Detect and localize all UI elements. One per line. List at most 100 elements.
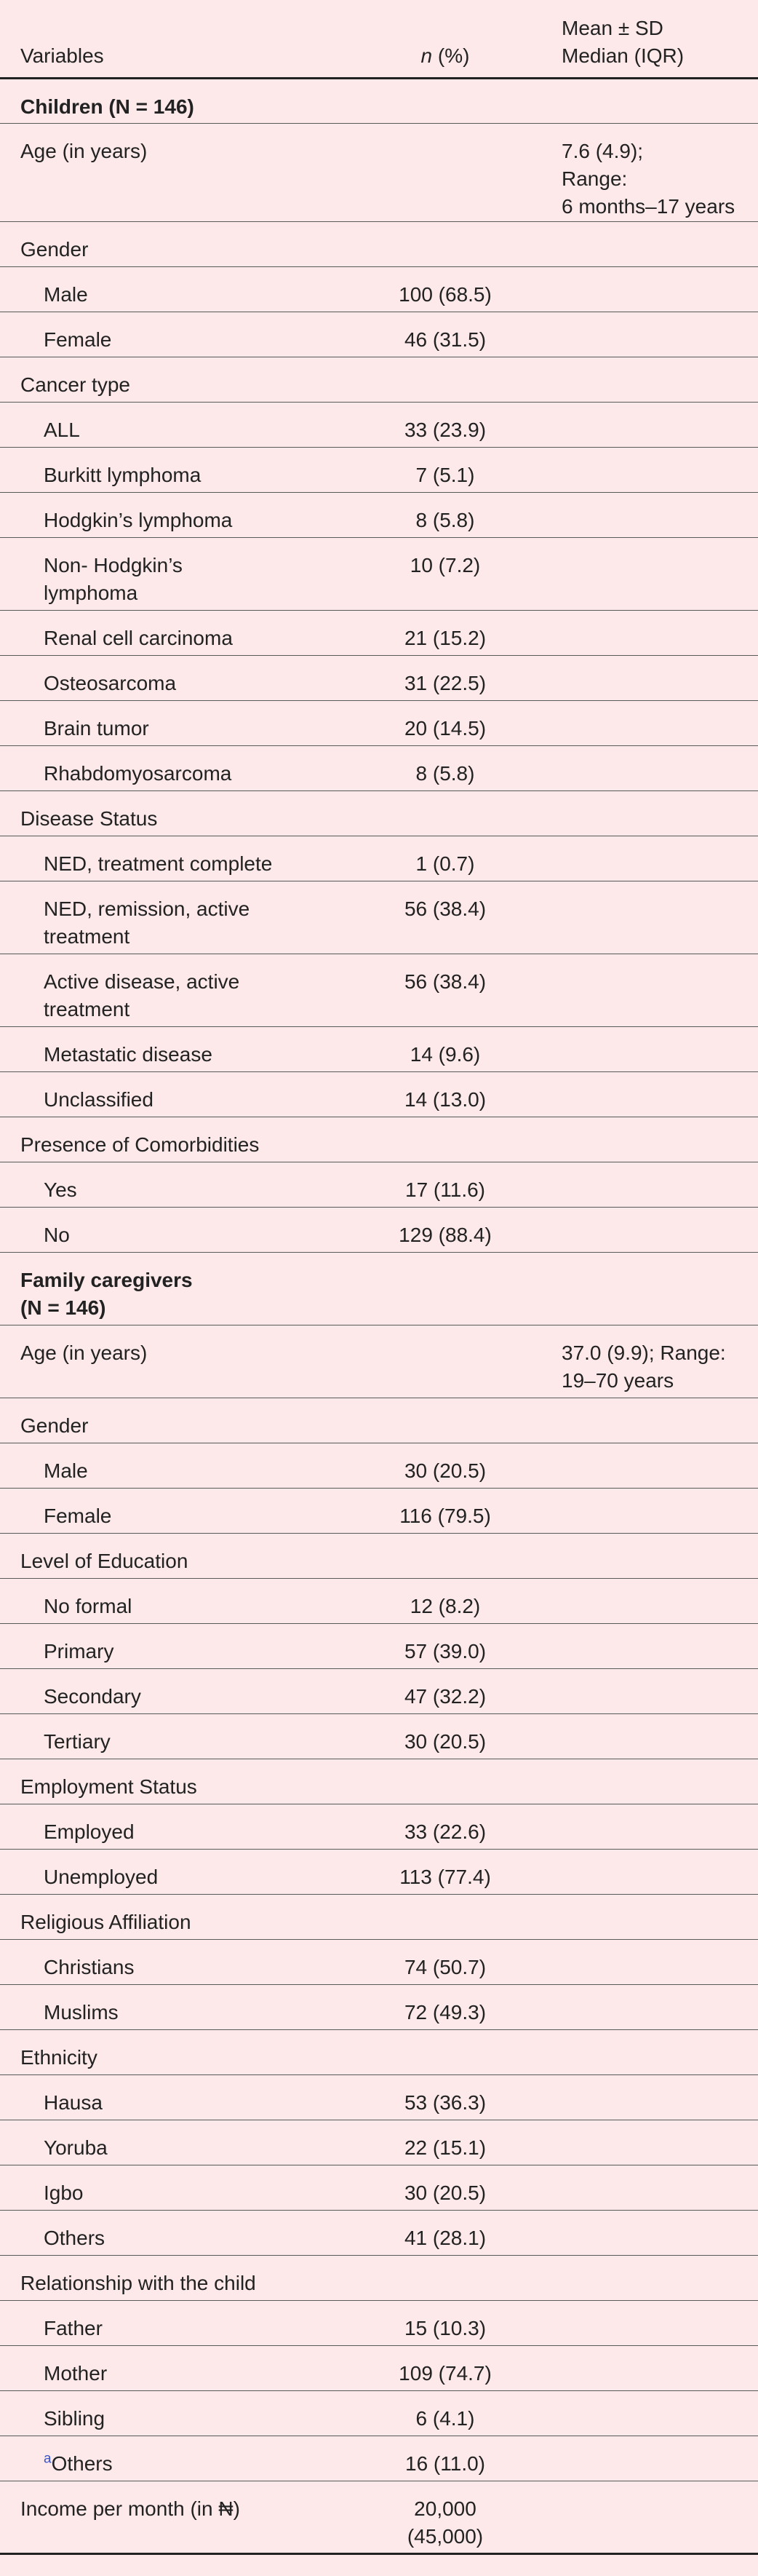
n-percent-cell: 8 (5.8): [356, 745, 534, 791]
variable-label: Christians: [44, 1955, 135, 1978]
header-median-iqr: Median (IQR): [562, 44, 685, 67]
mean-median-cell: [534, 610, 758, 656]
variable-cell: Brain tumor: [0, 700, 356, 746]
mean-value-line: Range:: [562, 167, 628, 190]
n-percent-cell: 1 (0.7): [356, 836, 534, 881]
mean-median-cell: [534, 2300, 758, 2346]
n-percent-cell: [356, 221, 534, 267]
subcategory-row: Mother 109 (74.7): [0, 2345, 758, 2391]
mean-median-cell: [534, 402, 758, 448]
variable-label: Gender: [20, 237, 89, 261]
variable-cell: Cancer type: [0, 357, 356, 403]
variable-label: Female: [44, 1504, 112, 1527]
n-percent-cell: 12 (8.2): [356, 1578, 534, 1624]
n-percent-cell: 72 (49.3): [356, 1984, 534, 2030]
variable-cell: Father: [0, 2300, 356, 2346]
n-percent-cell: 10 (7.2): [356, 537, 534, 611]
mean-value-line: 6 months–17 years: [562, 194, 735, 218]
mean-median-cell: [534, 655, 758, 701]
variable-cell: Secondary: [0, 1668, 356, 1714]
n-percent-cell: 22 (15.1): [356, 2120, 534, 2165]
n-value-line: 20,000: [414, 2497, 476, 2520]
variable-label: Sibling: [44, 2406, 105, 2430]
subcategory-row: Igbo 30 (20.5): [0, 2165, 758, 2211]
variable-label: Renal cell carcinoma: [44, 626, 233, 649]
subcategory-row: Brain tumor 20 (14.5): [0, 700, 758, 746]
n-percent-cell: [356, 2029, 534, 2075]
n-percent-cell: 46 (31.5): [356, 312, 534, 357]
n-percent-cell: 20 (14.5): [356, 700, 534, 746]
variable-label: Religious Affiliation: [20, 1910, 191, 1933]
mean-median-cell: [534, 700, 758, 746]
subcategory-row: Female 116 (79.5): [0, 1488, 758, 1534]
mean-median-cell: [534, 2120, 758, 2165]
subcategory-row: Muslims 72 (49.3): [0, 1984, 758, 2030]
mean-median-cell: [534, 1398, 758, 1443]
n-percent-cell: [356, 78, 534, 124]
mean-median-cell: [534, 790, 758, 836]
n-value-line: (45,000): [407, 2524, 484, 2548]
subcategory-row: Father 15 (10.3): [0, 2300, 758, 2346]
mean-median-cell: [534, 2345, 758, 2391]
variable-label-line: (N = 146): [20, 1296, 106, 1319]
footnote-marker: a: [44, 2451, 52, 2467]
n-percent-cell: 31 (22.5): [356, 655, 534, 701]
variable-row: Age (in years) 37.0 (9.9); Range: 19–70 ye…: [0, 1325, 758, 1398]
mean-median-cell: [534, 78, 758, 124]
variable-cell: Tertiary: [0, 1713, 356, 1759]
variable-label: Age (in years): [20, 139, 148, 162]
mean-median-cell: [534, 1804, 758, 1850]
mean-median-cell: [534, 2210, 758, 2256]
variable-cell: Christians: [0, 1939, 356, 1985]
variable-label: ALL: [44, 418, 80, 441]
mean-median-cell: [534, 1894, 758, 1940]
variable-label: Metastatic disease: [44, 1042, 212, 1066]
n-percent-cell: 8 (5.8): [356, 492, 534, 538]
variable-cell: Female: [0, 1488, 356, 1534]
subcategory-row: Osteosarcoma 31 (22.5): [0, 655, 758, 701]
variable-label-line: treatment: [44, 924, 130, 948]
variable-cell: Yoruba: [0, 2120, 356, 2165]
n-percent-cell: 6 (4.1): [356, 2390, 534, 2436]
variable-label: Cancer type: [20, 373, 130, 396]
variable-cell: Non- Hodgkin’s lymphoma: [0, 537, 356, 611]
n-percent-cell: 20,000 (45,000): [356, 2481, 534, 2555]
variable-cell: NED, treatment complete: [0, 836, 356, 881]
variable-cell: Muslims: [0, 1984, 356, 2030]
variable-cell: Hodgkin’s lymphoma: [0, 492, 356, 538]
n-percent-cell: 56 (38.4): [356, 881, 534, 954]
variable-cell: Gender: [0, 1398, 356, 1443]
variable-cell: Age (in years): [0, 1325, 356, 1398]
mean-median-cell: [534, 954, 758, 1027]
variable-cell: Osteosarcoma: [0, 655, 356, 701]
variable-label: Hausa: [44, 2090, 103, 2114]
variable-cell: Metastatic disease: [0, 1026, 356, 1072]
mean-median-cell: [534, 1713, 758, 1759]
variable-label: Employment Status: [20, 1775, 197, 1798]
variable-row: Level of Education: [0, 1533, 758, 1579]
mean-median-cell: [534, 1939, 758, 1985]
subcategory-row: Unclassified 14 (13.0): [0, 1071, 758, 1117]
variable-label-line: treatment: [44, 997, 130, 1021]
variable-cell: Renal cell carcinoma: [0, 610, 356, 656]
n-percent-cell: 100 (68.5): [356, 266, 534, 312]
variable-cell: ALL: [0, 402, 356, 448]
subcategory-row: Burkitt lymphoma 7 (5.1): [0, 447, 758, 493]
variable-cell: Gender: [0, 221, 356, 267]
mean-median-cell: [534, 266, 758, 312]
n-percent-cell: 30 (20.5): [356, 2165, 534, 2211]
mean-median-cell: [534, 1623, 758, 1669]
n-percent-cell: [356, 1325, 534, 1398]
n-percent-cell: 14 (9.6): [356, 1026, 534, 1072]
variable-label: Relationship with the child: [20, 2271, 256, 2294]
variable-label: Yes: [44, 1178, 77, 1201]
variable-cell: Unemployed: [0, 1849, 356, 1895]
variable-cell: Level of Education: [0, 1533, 356, 1579]
variable-cell: Yes: [0, 1162, 356, 1208]
header-n-symbol: n: [420, 44, 433, 67]
variable-cell: NED, remission, active treatment: [0, 881, 356, 954]
subcategory-row: NED, remission, active treatment 56 (38.4): [0, 881, 758, 954]
variable-label: Father: [44, 2316, 103, 2339]
n-percent-cell: 56 (38.4): [356, 954, 534, 1027]
